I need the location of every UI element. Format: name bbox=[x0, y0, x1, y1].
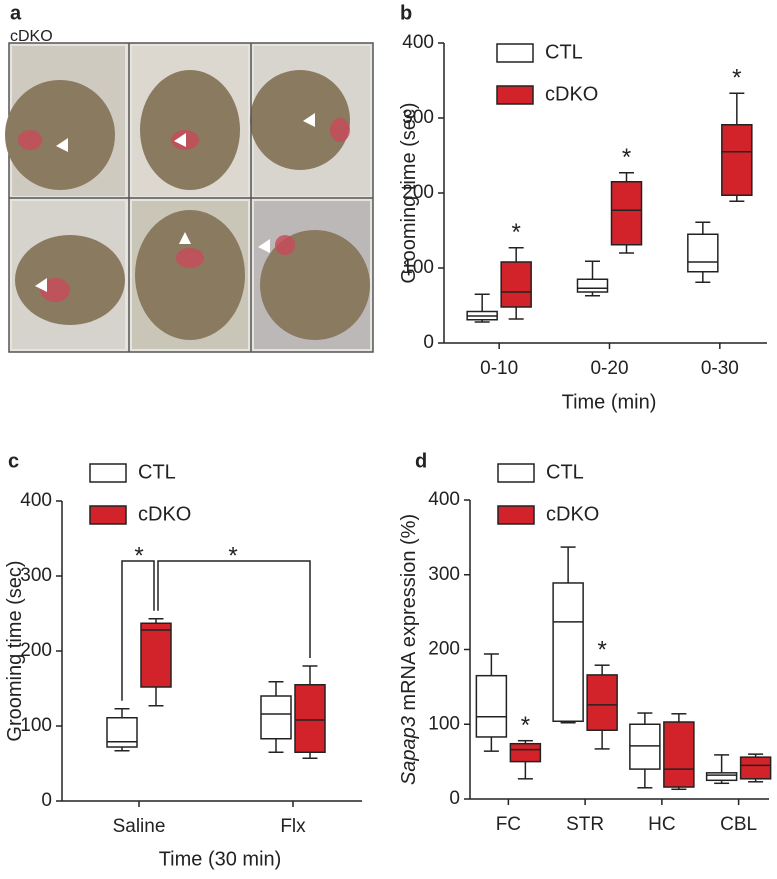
x-tick-label: FC bbox=[496, 814, 521, 835]
x-tick-label: STR bbox=[566, 814, 604, 835]
y-tick-label: 0 bbox=[449, 788, 460, 809]
box bbox=[721, 124, 753, 196]
significance: * bbox=[732, 65, 741, 92]
photo-caption: cDKO bbox=[10, 28, 53, 45]
y-axis-label: Grooming time (sec) bbox=[4, 560, 26, 741]
x-tick-label: Flx bbox=[280, 816, 306, 837]
y-tick-label: 100 bbox=[428, 713, 460, 734]
x-tick-label: 0-20 bbox=[590, 358, 628, 379]
legend-swatch bbox=[89, 505, 127, 525]
y-label-text: Grooming time (sec) bbox=[398, 102, 420, 283]
box bbox=[294, 684, 326, 753]
box bbox=[509, 742, 542, 763]
significance: * bbox=[597, 637, 606, 664]
y-tick-label: 300 bbox=[402, 107, 434, 128]
box bbox=[586, 674, 618, 731]
significance: * bbox=[511, 219, 520, 246]
y-label-italic: Sapap3 bbox=[398, 716, 420, 785]
x-tick-label: CBL bbox=[720, 814, 757, 835]
box bbox=[552, 582, 584, 723]
significance: * bbox=[228, 542, 237, 569]
legend-swatch bbox=[496, 85, 534, 105]
box bbox=[260, 695, 292, 740]
y-tick-label: 400 bbox=[428, 489, 460, 510]
legend-label: CTL bbox=[545, 41, 583, 63]
significance: * bbox=[521, 712, 530, 739]
x-axis-label: Time (30 min) bbox=[159, 848, 282, 870]
y-tick-label: 0 bbox=[423, 332, 434, 353]
y-tick-label: 100 bbox=[402, 257, 434, 278]
y-tick-label: 300 bbox=[20, 565, 52, 586]
significance: * bbox=[134, 542, 143, 569]
significance: * bbox=[622, 144, 631, 171]
y-label-text: mRNA expression (%) bbox=[398, 514, 420, 711]
legend-label: CTL bbox=[546, 461, 584, 483]
y-tick-label: 300 bbox=[428, 564, 460, 585]
box bbox=[475, 674, 508, 738]
y-tick-label: 200 bbox=[428, 639, 460, 660]
box bbox=[663, 721, 695, 788]
legend-swatch bbox=[497, 463, 535, 483]
box bbox=[140, 622, 172, 688]
x-tick-label: Saline bbox=[113, 816, 166, 837]
panel-label: a bbox=[10, 2, 22, 24]
legend-label: CTL bbox=[138, 461, 176, 483]
box bbox=[610, 181, 643, 246]
y-tick-label: 100 bbox=[20, 715, 52, 736]
box bbox=[576, 278, 609, 293]
y-tick-label: 200 bbox=[402, 182, 434, 203]
x-tick-label: 0-10 bbox=[480, 358, 518, 379]
legend-swatch bbox=[497, 505, 535, 525]
panel-label: b bbox=[400, 2, 412, 24]
panel-label: d bbox=[415, 450, 427, 472]
box bbox=[705, 772, 738, 782]
significance-bracket bbox=[157, 560, 311, 658]
y-tick-label: 400 bbox=[402, 32, 434, 53]
x-tick-label: HC bbox=[648, 814, 675, 835]
legend-label: cDKO bbox=[546, 503, 599, 525]
y-label-text: Grooming time (sec) bbox=[4, 560, 26, 741]
y-tick-label: 200 bbox=[20, 640, 52, 661]
x-tick-label: 0-30 bbox=[701, 358, 739, 379]
y-tick-label: 400 bbox=[20, 490, 52, 511]
legend-swatch bbox=[89, 463, 127, 483]
y-tick-label: 0 bbox=[41, 790, 52, 811]
box bbox=[106, 717, 138, 748]
legend-label: cDKO bbox=[138, 503, 191, 525]
legend-swatch bbox=[496, 43, 534, 63]
y-axis-label: Sapap3 mRNA expression (%) bbox=[398, 514, 420, 785]
box bbox=[687, 233, 719, 273]
legend-label: cDKO bbox=[545, 83, 598, 105]
x-axis-label: Time (min) bbox=[562, 391, 657, 413]
y-axis-label: Grooming time (sec) bbox=[398, 102, 420, 283]
photo-grid bbox=[5, 42, 374, 353]
panel-label: c bbox=[8, 450, 19, 472]
box bbox=[739, 756, 772, 780]
significance-bracket bbox=[121, 560, 155, 701]
box bbox=[500, 261, 532, 308]
